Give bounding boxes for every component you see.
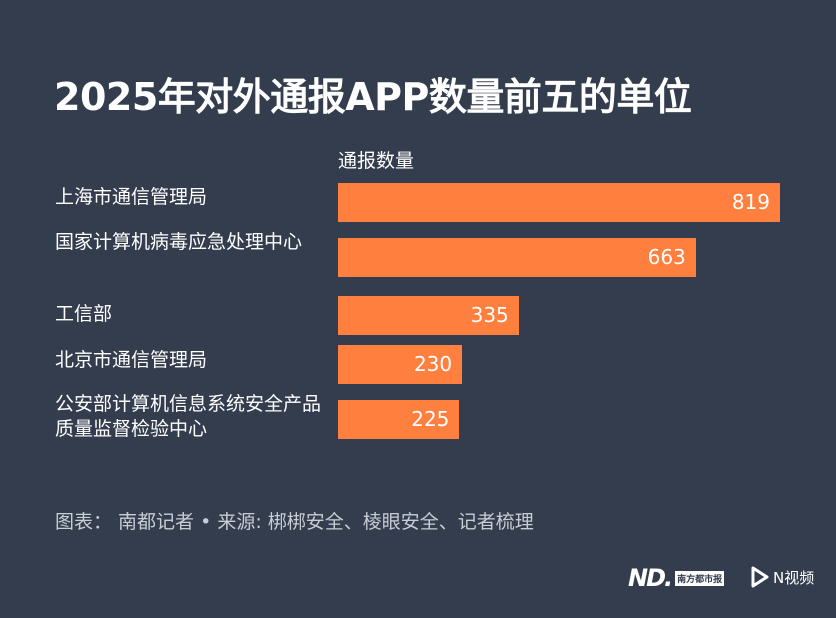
source-note: 图表： 南都记者 • 来源: 梆梆安全、棱眼安全、记者梳理 xyxy=(55,511,534,533)
data-label: 663 xyxy=(647,245,686,269)
nandu-logo: ND. 南方都市报 xyxy=(628,564,725,592)
play-icon xyxy=(751,566,769,588)
nandu-logo-text: 南方都市报 xyxy=(675,570,725,586)
chart-title: 2025年对外通报APP数量前五的单位 xyxy=(54,75,692,119)
bar xyxy=(338,238,696,277)
data-label: 819 xyxy=(731,190,770,214)
category-label: 上海市通信管理局 xyxy=(55,186,208,208)
category-label: 公安部计算机信息系统安全产品质量监督检验中心 xyxy=(55,393,322,440)
bar xyxy=(338,345,463,384)
category-label: 工信部 xyxy=(55,303,113,325)
series-label: 通报数量 xyxy=(338,150,415,172)
nvideo-logo: N视频 xyxy=(750,566,814,588)
bar xyxy=(338,296,519,335)
data-label: 230 xyxy=(413,352,453,376)
nvideo-text: N视频 xyxy=(773,568,815,587)
data-label: 225 xyxy=(411,407,450,431)
nd-logo-mark: ND. xyxy=(628,564,673,592)
data-label: 335 xyxy=(470,303,509,327)
bar xyxy=(338,400,460,439)
category-label: 国家计算机病毒应急处理中心 xyxy=(55,231,303,253)
bar xyxy=(338,183,780,222)
category-label: 北京市通信管理局 xyxy=(55,349,208,371)
